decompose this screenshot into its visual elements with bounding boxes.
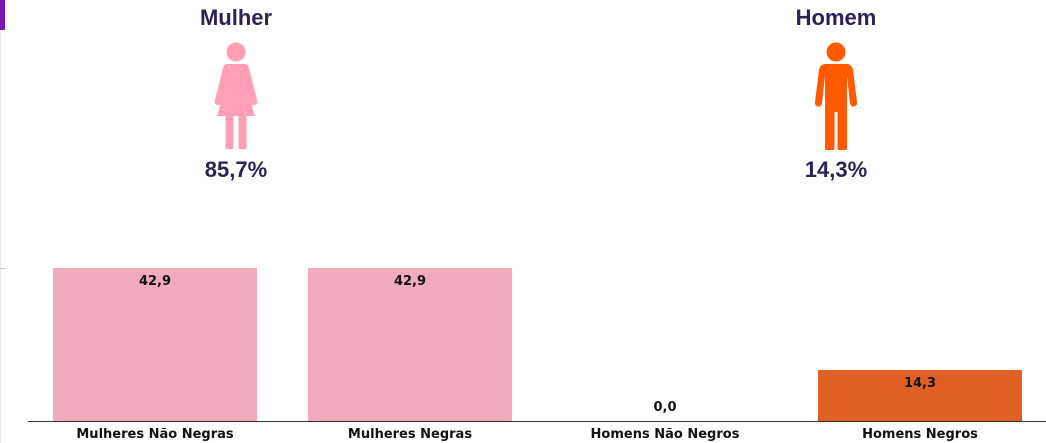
female-percent: 85,7% [204,157,268,182]
category-label-4: Homens Negros [862,427,978,442]
category-label-2: Mulheres Negras [348,427,472,442]
bar-value-label-4: 14,3 [904,376,936,391]
female-figure-icon [214,42,258,149]
left-edge-accent [0,0,5,30]
female-panel: Mulher 85,7% [126,0,346,183]
left-edge-line [0,0,1,443]
male-panel: Homem 14,3% [726,0,946,183]
bar-2 [308,268,512,421]
male-percent: 14,3% [804,157,868,182]
bar-4 [818,370,1022,421]
male-title: Homem [795,5,877,30]
bar-1 [53,268,257,421]
category-label-3: Homens Não Negros [591,427,740,442]
left-edge-tick [0,268,6,269]
bars-layer: 42,9 Mulheres Não Negras 42,9 Mulheres Negr… [53,268,1022,442]
bar-value-label-2: 42,9 [394,274,426,289]
category-label-1: Mulheres Não Negras [76,427,234,442]
male-figure-icon [814,42,858,150]
bar-value-label-1: 42,9 [139,274,171,289]
bar-value-label-3: 0,0 [653,400,676,415]
female-title: Mulher [199,5,273,30]
